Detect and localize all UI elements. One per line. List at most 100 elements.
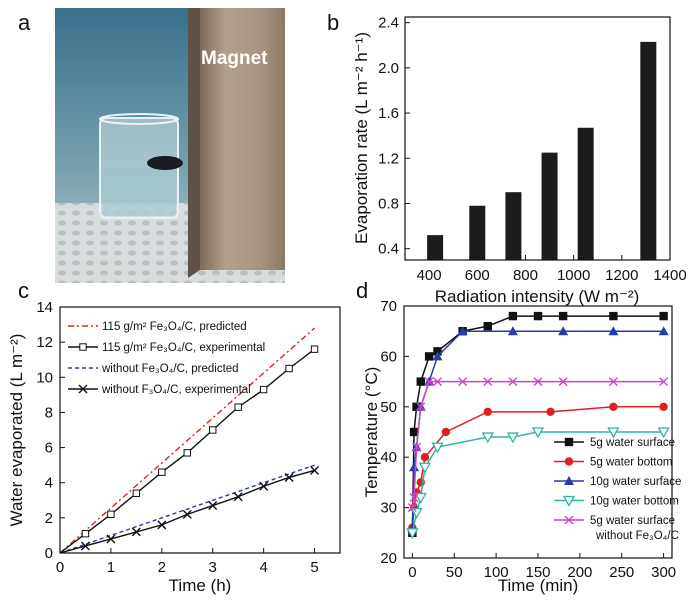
d-point-4-10: [558, 377, 568, 387]
d-legend-marker-2: [564, 476, 574, 485]
d-point-0-1: [409, 427, 419, 437]
d-ytick-label: 30: [380, 500, 397, 517]
d-legend-label-4: 5g water surface: [590, 515, 675, 527]
d-legend-marker-1: [564, 457, 574, 466]
c-ytick-label: 8: [45, 404, 53, 421]
panel-label-a: a: [18, 10, 31, 35]
c-point-1-3: [132, 489, 141, 497]
b-bar-0: [427, 235, 444, 260]
panel-label-d: d: [356, 278, 369, 303]
b-xtick-label: 800: [513, 267, 538, 284]
d-point-4-9: [533, 377, 543, 387]
b-xtick-label: 1000: [557, 267, 590, 284]
c-ytick-label: 14: [36, 299, 53, 316]
c-legend-marker-1: [79, 343, 87, 351]
d-point-0-8: [508, 311, 518, 321]
fe3o4-c-material: [147, 156, 183, 170]
d-point-1-6: [483, 407, 492, 417]
d-point-3-7: [531, 427, 545, 439]
c-legend-label-0: 115 g/m² Fe₃O₄/C, predicted: [102, 321, 247, 333]
d-point-1-8: [609, 402, 618, 411]
b-ytick-label: 1.2: [378, 150, 399, 167]
d-point-0-9: [533, 311, 543, 321]
d-point-3-4: [431, 442, 444, 454]
d-xtick-label: 200: [567, 564, 592, 581]
d-ytick-label: 60: [380, 348, 397, 365]
d-point-3-1: [410, 507, 423, 519]
d-point-4-2: [412, 442, 422, 452]
d-ticks: 0 50 100 150 200 250 300 20 30 40 50 60 70: [380, 298, 676, 581]
magnet-label: Magnet: [201, 48, 268, 69]
d-point-1-7: [546, 407, 555, 417]
c-point-1-1: [81, 529, 90, 538]
c-xtick-label: 3: [209, 559, 217, 576]
d-point-1-5: [441, 427, 451, 437]
magnet-photo: Magnet: [55, 8, 285, 283]
d-point-3-8: [607, 427, 620, 439]
c-point-3-7: [233, 492, 243, 502]
c-point-3-1: [80, 541, 90, 551]
d-xlabel: Time (min): [498, 576, 579, 595]
b-ytick-label: 2.0: [378, 60, 399, 77]
c-legend-label-2: without Fe₃O₄/C, predicted: [101, 363, 239, 375]
c-xtick-label: 1: [107, 559, 115, 576]
d-point-4-3: [416, 402, 426, 412]
d-point-0-4: [424, 352, 434, 361]
d-point-4-11: [608, 377, 618, 387]
c-ytick-label: 10: [36, 369, 53, 386]
d-legend-label-0: 5g water surface: [590, 437, 675, 449]
d-xtick-label: 250: [609, 564, 634, 581]
d-point-0-2: [412, 402, 421, 411]
d-xtick-label: 150: [525, 564, 550, 581]
c-point-1-6: [209, 426, 217, 434]
d-point-2-10: [658, 326, 669, 336]
d-point-3-9: [657, 427, 670, 439]
d-lines: [406, 311, 670, 540]
c-point-3-9: [284, 472, 294, 482]
c-point-1-10: [310, 345, 319, 353]
c-point-1-5: [183, 449, 191, 457]
d-point-4-5: [433, 377, 442, 387]
c-point-3-5: [182, 509, 192, 519]
b-bar-4: [577, 127, 594, 260]
d-legend-marker-0: [564, 437, 574, 447]
b-ytick-label: 1.6: [378, 105, 399, 122]
c-point-1-9: [285, 364, 293, 373]
d-point-4-0: [407, 503, 417, 513]
d-point-4-8: [508, 377, 518, 387]
d-point-2-5: [432, 351, 443, 361]
d-xtick-label: 0: [408, 564, 416, 581]
c-ylabel: Water evaporated (L m⁻²): [7, 334, 26, 527]
b-ytick-label: 0.8: [378, 195, 399, 212]
d-point-1-9: [659, 402, 668, 411]
c-point-1-8: [259, 385, 268, 394]
d-point-2-1: [409, 462, 420, 472]
b-bar-5: [640, 41, 657, 261]
c-point-3-10: [310, 465, 320, 475]
b-bar-1: [469, 205, 486, 260]
d-point-3-3: [418, 462, 432, 474]
c-xtick-label: 0: [56, 559, 64, 576]
c-xlabel: Time (h): [169, 576, 232, 595]
d-point-4-6: [458, 377, 468, 387]
d-legend-label-3: 10g water bottom: [590, 496, 679, 508]
d-legend-label-2: 10g water surface: [590, 476, 681, 488]
b-bars: [427, 41, 657, 261]
d-point-0-5: [433, 347, 442, 356]
d-point-3-6: [506, 432, 519, 444]
d-point-3-5: [481, 432, 494, 444]
d-legend-marker-4: [564, 515, 574, 525]
b-xtick-label: 1200: [605, 267, 638, 284]
d-point-4-4: [424, 377, 434, 387]
d-xtick-label: 300: [651, 564, 676, 581]
c-series-line-0: [59, 327, 316, 554]
b-bar-2: [505, 192, 522, 260]
d-point-0-3: [416, 377, 425, 386]
d-point-0-7: [483, 321, 492, 331]
d-point-2-6: [457, 326, 468, 336]
c-xtick-label: 4: [259, 559, 267, 576]
c-legend-label-1: 115 g/m² Fe₃O₄/C, experimental: [102, 342, 265, 354]
c-lines: [59, 327, 320, 554]
